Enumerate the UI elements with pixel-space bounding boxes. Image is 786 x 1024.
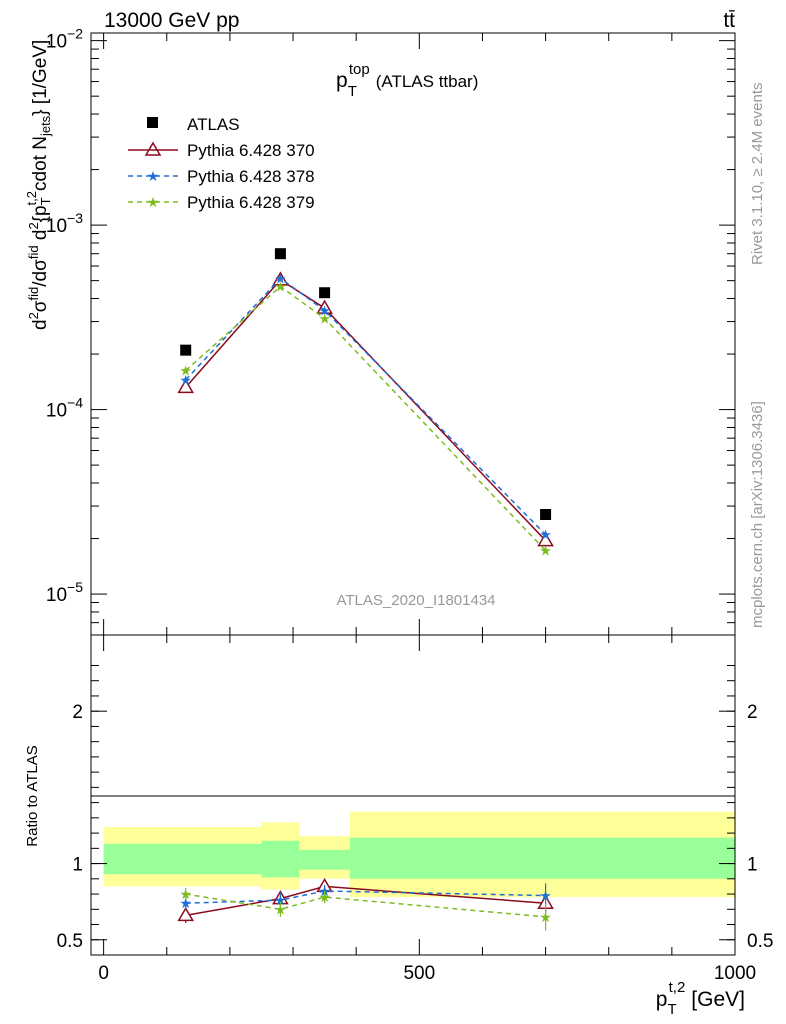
legend-378-label: Pythia 6.428 378 xyxy=(187,167,315,186)
band-inner-3 xyxy=(349,837,735,879)
svg-text:d2σfid/dσfid d2{pTt,2cdot Njet: d2σfid/dσfid d2{pTt,2cdot Njets} [1/GeV] xyxy=(24,40,53,330)
band-inner-0 xyxy=(103,843,262,875)
ratio-y-axis-label: Ratio to ATLAS xyxy=(24,745,41,846)
x-tick-label: 1000 xyxy=(714,963,756,984)
energy-label: 13000 GeV pp xyxy=(104,9,239,32)
main-point-series-0 xyxy=(177,378,195,394)
ratio-series: ★ ★★ ★★★★★ xyxy=(177,877,554,931)
legend-370-marker xyxy=(144,141,162,156)
legend: ATLAS Pythia 6.428 370 ★ Pythia 6.428 37… xyxy=(128,115,315,212)
chart-title: pTtop(ATLAS ttbar) xyxy=(336,61,478,100)
legend-378-marker: ★ xyxy=(147,168,160,184)
ratio-panel-frame xyxy=(90,634,736,956)
ratio-point-series-2: ★ xyxy=(274,901,287,917)
main-point-series-1: ★ xyxy=(274,270,287,286)
main-y-axis-label: d2σfid/dσfid d2{pTt,2cdot Njets} [1/GeV] xyxy=(24,40,53,330)
main-point-series-2: ★ xyxy=(539,543,552,559)
main-line-series-0 xyxy=(185,278,547,542)
rivet-label: Rivet 3.1.10, ≥ 2.4M events xyxy=(749,83,766,266)
ratio-point-series-2: ★ xyxy=(539,909,552,925)
atlas-data-point xyxy=(319,287,331,299)
main-point-series-1: ★ xyxy=(539,527,552,543)
ratio-point-series-2: ★ xyxy=(318,889,331,905)
mcplots-label: mcplots.cern.ch [arXiv:1306.3436] xyxy=(749,401,766,628)
process-label: tt̄ xyxy=(723,9,735,32)
ratio-y-axis-ticks: 2 2 1 1 0.5 0.5 xyxy=(57,664,773,952)
band-inner-2 xyxy=(299,849,350,870)
band-inner-1 xyxy=(261,840,300,878)
main-point-series-2: ★ xyxy=(179,362,192,378)
atlas-data-points xyxy=(180,248,552,520)
analysis-id: ATLAS_2020_I1801434 xyxy=(336,592,495,609)
main-series: ★★★★★★★★ xyxy=(177,270,554,559)
legend-atlas-label: ATLAS xyxy=(187,115,240,134)
ratio-y-tick-label-right: 1 xyxy=(747,855,758,876)
main-y-tick-label: 10−3 xyxy=(46,210,83,237)
x-tick-label: 500 xyxy=(403,963,435,984)
ratio-point-series-1: ★ xyxy=(539,888,552,904)
x-axis-label: pTt,2[GeV] xyxy=(656,979,745,1018)
ratio-y-tick-label-left: 1 xyxy=(72,855,83,876)
legend-atlas-marker xyxy=(147,117,158,128)
ratio-y-tick-label-right: 0.5 xyxy=(747,931,773,952)
legend-379-label: Pythia 6.428 379 xyxy=(187,193,315,212)
ratio-uncertainty-bands xyxy=(103,811,735,898)
atlas-data-point xyxy=(274,248,286,260)
ratio-point-series-0 xyxy=(177,906,195,922)
x-axis-ticks: 0 500 1000 xyxy=(98,33,756,984)
main-y-axis-ticks: 10−2 10−3 10−4 10−5 xyxy=(46,26,735,636)
ratio-y-tick-label-right: 2 xyxy=(747,702,758,723)
main-line-series-2 xyxy=(185,285,547,552)
x-tick-label: 0 xyxy=(98,963,109,984)
atlas-data-point xyxy=(540,508,552,520)
main-point-series-0 xyxy=(316,299,333,314)
ratio-y-tick-label-left: 0.5 xyxy=(57,931,83,952)
ratio-point-series-1: ★ xyxy=(179,895,192,911)
main-y-tick-label: 10−5 xyxy=(46,579,83,606)
ratio-line-series-2 xyxy=(185,893,546,918)
ratio-y-tick-label-left: 2 xyxy=(72,702,83,723)
main-line-series-1 xyxy=(185,277,547,536)
main-point-series-2: ★ xyxy=(318,310,331,326)
ratio-point-series-1: ★ xyxy=(274,892,287,908)
atlas-data-point xyxy=(180,344,192,356)
main-point-series-0 xyxy=(537,532,554,547)
ratio-point-series-2: ★ xyxy=(179,886,192,902)
main-y-tick-label: 10−4 xyxy=(46,395,83,422)
main-y-tick-label: 10−2 xyxy=(46,26,83,53)
main-point-series-1: ★ xyxy=(179,372,192,388)
main-point-series-1: ★ xyxy=(318,302,331,318)
main-point-series-2: ★ xyxy=(274,278,287,294)
legend-370-label: Pythia 6.428 370 xyxy=(187,141,315,160)
legend-379-marker: ★ xyxy=(147,194,160,210)
ratio-line-series-0 xyxy=(185,885,546,917)
